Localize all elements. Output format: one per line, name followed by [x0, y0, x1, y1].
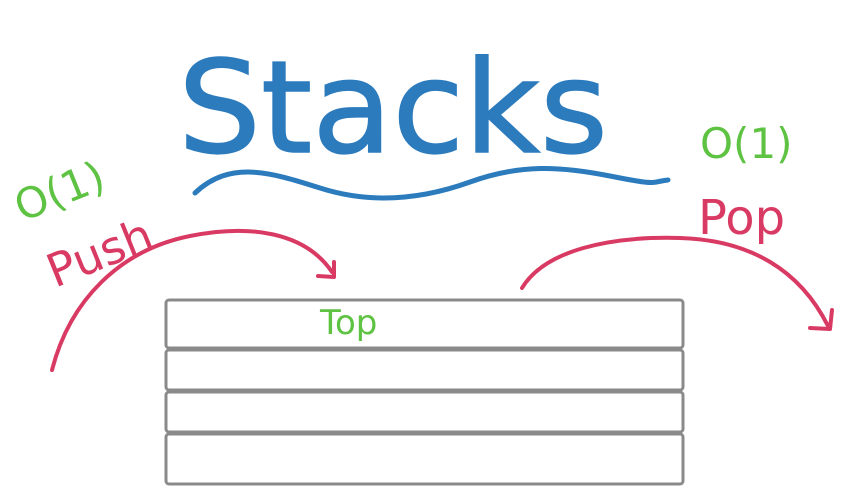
diagram-title: Stacks [178, 34, 608, 183]
push-arrowhead [316, 260, 336, 279]
stack-top-label: Top [319, 303, 377, 343]
pop-arrow [520, 235, 830, 328]
stack-slot [164, 348, 685, 392]
stack-slot [164, 298, 685, 350]
pop-complexity: O(1) [700, 119, 793, 168]
title-underline [192, 165, 671, 201]
stack [164, 298, 685, 486]
push-arrow [50, 228, 334, 372]
push-complexity: O(1) [7, 151, 111, 231]
stack-slot [164, 390, 685, 434]
pop-label: Pop [698, 190, 785, 246]
stack-slot [164, 432, 685, 486]
pop-arrowhead [808, 308, 834, 331]
